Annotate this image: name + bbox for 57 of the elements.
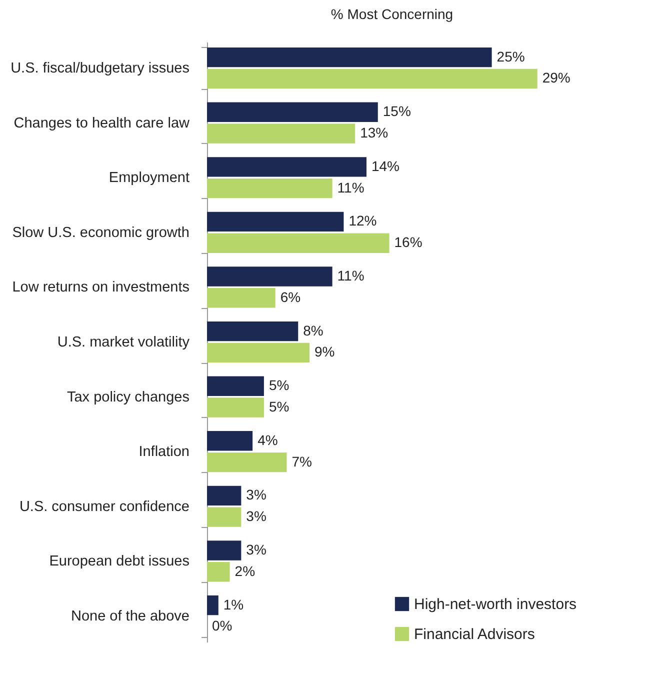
bar — [207, 102, 378, 122]
bar — [207, 266, 332, 286]
bar — [207, 321, 298, 342]
data-label: 1% — [223, 596, 244, 612]
bar — [207, 562, 230, 582]
data-label: 3% — [246, 508, 266, 524]
data-label: 4% — [258, 432, 278, 448]
data-label: 3% — [246, 541, 266, 558]
data-label: 6% — [280, 288, 301, 305]
y-tick-label: Low returns on investments — [12, 280, 190, 296]
bar — [207, 540, 242, 560]
data-label: 3% — [246, 486, 266, 503]
y-tick-label: Slow U.S. economic growth — [12, 224, 190, 241]
bar — [207, 398, 264, 418]
y-tick-label: European debt issues — [49, 554, 190, 570]
bar — [207, 288, 276, 308]
data-label: 7% — [292, 453, 312, 470]
y-tick-label: U.S. market volatility — [57, 334, 190, 350]
bar — [207, 376, 264, 396]
bar — [207, 507, 242, 527]
data-label: 16% — [394, 234, 422, 250]
data-label: 0% — [212, 618, 232, 634]
legend-label: Financial Advisors — [414, 626, 535, 643]
bar — [207, 452, 287, 472]
data-label: 13% — [360, 124, 388, 141]
bar — [207, 431, 253, 451]
bar — [207, 233, 390, 253]
y-tick-label: U.S. fiscal/budgetary issues — [10, 60, 190, 77]
data-label: 29% — [542, 70, 570, 86]
y-tick-label: Tax policy changes — [66, 389, 190, 406]
y-tick-label: Changes to health care law — [14, 115, 190, 132]
data-label: 15% — [382, 103, 411, 120]
data-label: 8% — [303, 322, 324, 338]
data-label: 5% — [268, 398, 290, 414]
bar — [207, 157, 366, 177]
bar — [207, 178, 332, 198]
y-tick-label: Inflation — [138, 444, 190, 460]
bar — [207, 342, 310, 363]
data-label: 11% — [337, 179, 364, 196]
data-label: 9% — [314, 344, 335, 360]
data-label: 2% — [234, 562, 256, 579]
bar — [207, 68, 538, 89]
bar — [207, 124, 356, 144]
data-label: 11% — [337, 268, 364, 284]
data-label: 25% — [496, 48, 525, 64]
bar — [207, 486, 242, 506]
data-label: 5% — [268, 377, 290, 394]
y-tick-label: None of the above — [70, 608, 190, 624]
legend-label: High-net-worth investors — [414, 596, 577, 613]
bar — [207, 212, 344, 232]
bar — [207, 595, 218, 616]
bar — [207, 47, 492, 68]
chart-title: % Most Concerning — [330, 6, 454, 22]
y-tick-label: Employment — [108, 170, 190, 186]
data-label: 14% — [371, 158, 400, 174]
y-tick-label: U.S. consumer confidence — [19, 498, 190, 515]
data-label: 12% — [348, 212, 377, 229]
